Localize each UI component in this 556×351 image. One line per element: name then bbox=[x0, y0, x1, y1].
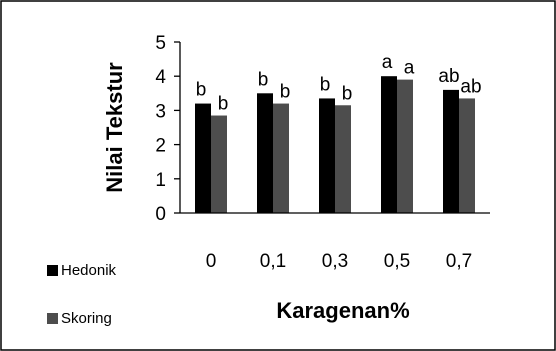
y-tick-label: 0 bbox=[155, 204, 166, 225]
legend-swatch-hedonik bbox=[47, 265, 58, 276]
x-tick-label: 0,5 bbox=[384, 251, 410, 272]
legend-label-skoring: Skoring bbox=[61, 310, 112, 327]
y-tick-label: 1 bbox=[155, 170, 166, 191]
bars bbox=[195, 76, 475, 214]
data-label: b bbox=[218, 94, 229, 115]
data-label: b bbox=[196, 80, 207, 101]
bar-hedonik bbox=[195, 103, 211, 213]
x-axis-title: Karagenan% bbox=[276, 298, 409, 323]
x-tick-label: 0,3 bbox=[322, 251, 348, 272]
data-label: a bbox=[382, 52, 393, 73]
bar-skoring bbox=[335, 105, 351, 213]
legend-label-hedonik: Hedonik bbox=[61, 262, 117, 279]
y-axis-title: Nilai Tekstur bbox=[102, 62, 127, 193]
x-axis-labels: 0 0,1 0,3 0,5 0,7 bbox=[206, 251, 473, 272]
x-tick-label: 0,1 bbox=[260, 251, 286, 272]
bar-hedonik bbox=[319, 98, 335, 213]
data-label: b bbox=[320, 74, 331, 95]
x-tick-label: 0 bbox=[206, 251, 217, 272]
bar-skoring bbox=[273, 103, 289, 213]
data-label: b bbox=[258, 69, 269, 90]
y-tick-label: 5 bbox=[155, 33, 166, 54]
bar-skoring bbox=[459, 98, 475, 213]
legend: Hedonik Skoring bbox=[47, 262, 117, 327]
bar-skoring bbox=[211, 115, 227, 213]
bar-hedonik bbox=[443, 89, 459, 213]
data-label: a bbox=[404, 58, 415, 79]
bar-hedonik bbox=[381, 76, 397, 213]
bar-skoring bbox=[397, 79, 413, 214]
y-tick-label: 2 bbox=[155, 136, 166, 157]
data-label: ab bbox=[438, 66, 459, 87]
x-tick-label: 0,7 bbox=[446, 251, 472, 272]
data-label: ab bbox=[460, 76, 481, 97]
legend-swatch-skoring bbox=[47, 313, 58, 324]
data-label: b bbox=[280, 82, 291, 103]
y-tick-label: 4 bbox=[155, 67, 166, 88]
y-axis-ticks: 0 1 2 3 4 5 bbox=[155, 33, 180, 225]
bar-hedonik bbox=[257, 93, 273, 213]
data-label: b bbox=[342, 83, 353, 104]
y-tick-label: 3 bbox=[155, 101, 166, 122]
